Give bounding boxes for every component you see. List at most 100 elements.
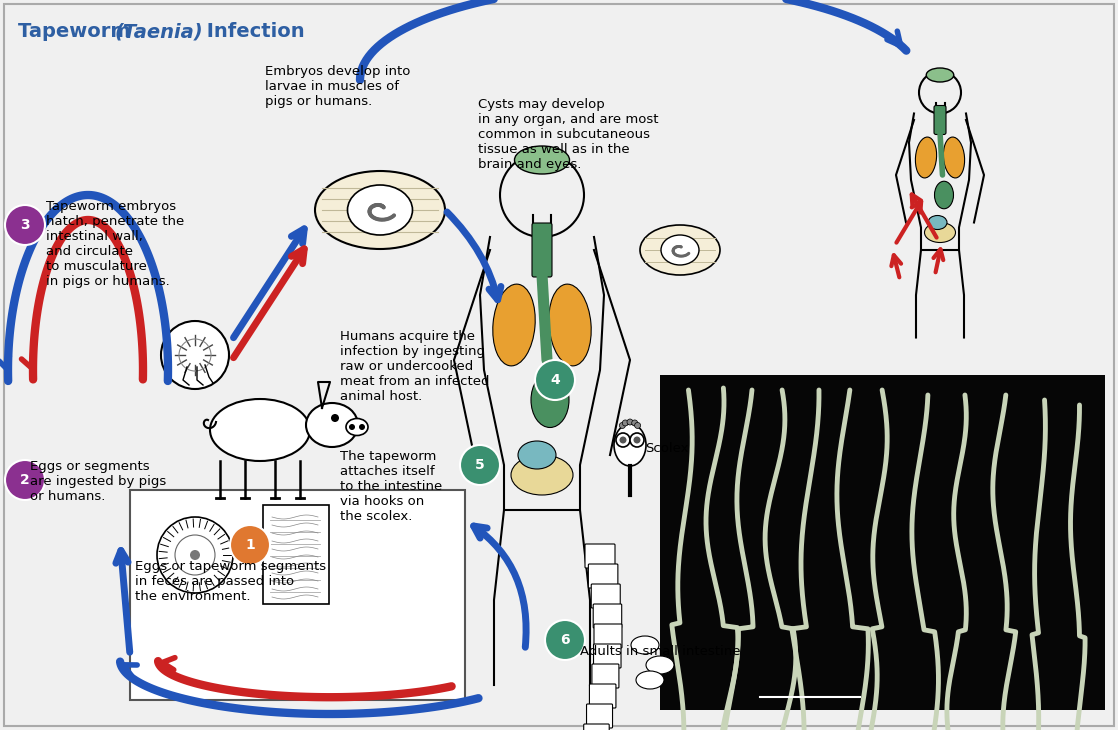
Circle shape <box>4 460 45 500</box>
Circle shape <box>379 218 382 222</box>
Circle shape <box>679 245 682 248</box>
FancyBboxPatch shape <box>660 375 1105 710</box>
Circle shape <box>634 437 641 444</box>
Circle shape <box>685 253 689 256</box>
Circle shape <box>619 423 625 429</box>
Circle shape <box>230 525 271 565</box>
Circle shape <box>373 204 377 207</box>
Circle shape <box>381 204 385 209</box>
Circle shape <box>375 217 379 221</box>
Ellipse shape <box>511 455 574 495</box>
FancyBboxPatch shape <box>585 544 615 568</box>
Circle shape <box>368 212 372 216</box>
Circle shape <box>190 550 200 560</box>
Text: Embryos develop into
larvae in muscles of
pigs or humans.: Embryos develop into larvae in muscles o… <box>265 65 410 108</box>
Circle shape <box>380 204 383 208</box>
Text: The tapeworm
attaches itself
to the intestine
via hooks on
the scolex.: The tapeworm attaches itself to the inte… <box>340 450 443 523</box>
Ellipse shape <box>345 418 368 436</box>
Text: 4: 4 <box>550 373 560 387</box>
FancyBboxPatch shape <box>263 505 329 604</box>
Ellipse shape <box>631 636 659 654</box>
Circle shape <box>544 620 585 660</box>
Circle shape <box>376 218 380 221</box>
Circle shape <box>674 253 676 256</box>
Circle shape <box>373 217 378 220</box>
Circle shape <box>381 205 386 210</box>
Circle shape <box>368 207 372 211</box>
Circle shape <box>672 248 675 251</box>
Ellipse shape <box>531 372 569 428</box>
Circle shape <box>375 203 379 207</box>
Circle shape <box>371 204 375 208</box>
Circle shape <box>680 255 683 258</box>
Circle shape <box>372 216 377 220</box>
Circle shape <box>359 424 364 430</box>
Circle shape <box>459 445 500 485</box>
Text: Humans acquire the
infection by ingesting
raw or undercooked
meat from an infect: Humans acquire the infection by ingestin… <box>340 330 490 403</box>
Circle shape <box>635 423 641 429</box>
Circle shape <box>680 245 683 248</box>
Ellipse shape <box>646 656 674 674</box>
Ellipse shape <box>614 424 646 466</box>
Text: (Taenia): (Taenia) <box>115 22 203 41</box>
Circle shape <box>672 248 674 251</box>
Ellipse shape <box>639 225 720 275</box>
Circle shape <box>381 218 386 222</box>
Ellipse shape <box>935 181 954 209</box>
FancyBboxPatch shape <box>594 624 622 648</box>
Circle shape <box>369 207 372 210</box>
Circle shape <box>672 251 675 254</box>
Circle shape <box>369 205 373 210</box>
Circle shape <box>349 424 356 430</box>
Circle shape <box>380 218 385 222</box>
FancyBboxPatch shape <box>532 223 552 277</box>
Circle shape <box>370 214 373 218</box>
FancyBboxPatch shape <box>594 644 620 668</box>
Circle shape <box>372 204 377 207</box>
FancyBboxPatch shape <box>588 564 618 588</box>
Ellipse shape <box>925 223 956 242</box>
Circle shape <box>371 215 376 220</box>
Circle shape <box>369 213 373 218</box>
Circle shape <box>673 246 676 250</box>
Text: Adults in small intestine: Adults in small intestine <box>580 645 740 658</box>
Circle shape <box>368 211 371 215</box>
Ellipse shape <box>518 441 556 469</box>
Circle shape <box>678 245 681 248</box>
Circle shape <box>387 216 391 220</box>
Circle shape <box>370 205 375 209</box>
Ellipse shape <box>636 671 664 689</box>
Circle shape <box>673 252 675 255</box>
Circle shape <box>619 437 626 444</box>
Text: Eggs or tapeworm segments
in feces are passed into
the environment.: Eggs or tapeworm segments in feces are p… <box>135 560 326 603</box>
Text: Cysts may develop
in any organ, and are most
common in subcutaneous
tissue as we: Cysts may develop in any organ, and are … <box>479 98 659 171</box>
Circle shape <box>381 204 385 208</box>
Circle shape <box>391 215 395 218</box>
Circle shape <box>373 203 378 207</box>
Text: Infection: Infection <box>200 22 304 41</box>
Circle shape <box>678 245 680 248</box>
Circle shape <box>380 204 385 208</box>
Circle shape <box>679 255 682 258</box>
Text: Scolex: Scolex <box>645 442 689 455</box>
FancyBboxPatch shape <box>584 724 609 730</box>
Circle shape <box>385 218 388 221</box>
Circle shape <box>379 204 383 207</box>
Circle shape <box>376 203 379 207</box>
Text: Tapeworm: Tapeworm <box>18 22 138 41</box>
Ellipse shape <box>210 399 310 461</box>
Circle shape <box>674 245 678 249</box>
Circle shape <box>381 205 386 209</box>
FancyBboxPatch shape <box>130 490 465 700</box>
Circle shape <box>331 414 339 422</box>
Circle shape <box>673 247 675 250</box>
Text: Eggs or segments
are ingested by pigs
or humans.: Eggs or segments are ingested by pigs or… <box>30 460 167 503</box>
Circle shape <box>369 212 372 217</box>
Ellipse shape <box>928 215 947 229</box>
Circle shape <box>686 253 690 256</box>
Text: 6: 6 <box>560 633 570 647</box>
FancyBboxPatch shape <box>591 584 620 608</box>
Circle shape <box>161 321 229 389</box>
Circle shape <box>390 215 394 219</box>
Text: Tapeworm embryos
hatch, penetrate the
intestinal wall,
and circulate
to musculat: Tapeworm embryos hatch, penetrate the in… <box>46 200 184 288</box>
